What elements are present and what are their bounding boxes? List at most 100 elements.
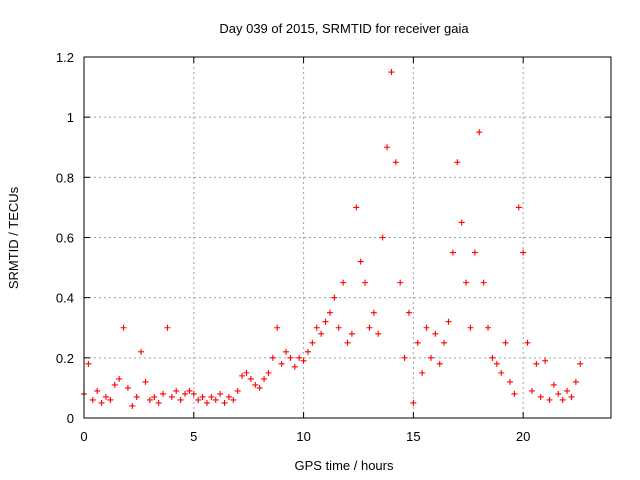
y-tick-label: 0.6 xyxy=(56,231,74,246)
data-point-marker xyxy=(454,159,461,166)
data-point-marker xyxy=(217,390,224,397)
y-tick-label: 1 xyxy=(67,110,74,125)
y-axis-label: SRMTID / TECUs xyxy=(6,186,21,289)
data-point-marker xyxy=(348,330,355,337)
data-point-marker xyxy=(537,393,544,400)
data-point-marker xyxy=(546,396,553,403)
x-tick-label: 15 xyxy=(406,429,420,444)
data-point-marker xyxy=(177,396,184,403)
data-point-marker xyxy=(511,390,518,397)
data-point-marker xyxy=(138,348,145,355)
data-points xyxy=(81,69,584,409)
data-point-marker xyxy=(344,339,351,346)
data-point-marker xyxy=(155,399,162,406)
axis-ticks: 0 0.2 0.4 0.6 0.8 1 1.2 0 5 10 15 20 xyxy=(56,50,611,444)
data-point-marker xyxy=(366,324,373,331)
data-point-marker xyxy=(533,360,540,367)
data-point-marker xyxy=(146,396,153,403)
data-point-marker xyxy=(116,375,123,382)
data-point-marker xyxy=(212,396,219,403)
data-point-marker xyxy=(498,369,505,376)
data-point-marker xyxy=(261,375,268,382)
data-point-marker xyxy=(476,129,483,136)
data-point-marker xyxy=(124,384,131,391)
data-point-marker xyxy=(230,396,237,403)
data-point-marker xyxy=(274,324,281,331)
data-point-marker xyxy=(221,399,228,406)
data-point-marker xyxy=(186,387,193,394)
y-tick-label: 1.2 xyxy=(56,50,74,65)
data-point-marker xyxy=(485,324,492,331)
data-point-marker xyxy=(379,234,386,241)
data-point-marker xyxy=(102,393,109,400)
data-point-marker xyxy=(524,339,531,346)
x-tick-label: 10 xyxy=(296,429,310,444)
data-point-marker xyxy=(432,330,439,337)
data-point-marker xyxy=(190,390,197,397)
data-point-marker xyxy=(247,375,254,382)
data-point-marker xyxy=(313,324,320,331)
data-point-marker xyxy=(384,144,391,151)
data-point-marker xyxy=(160,390,167,397)
data-point-marker xyxy=(203,399,210,406)
x-tick-label: 5 xyxy=(190,429,197,444)
x-tick-label: 20 xyxy=(516,429,530,444)
data-point-marker xyxy=(322,318,329,325)
data-point-marker xyxy=(300,357,307,364)
data-point-marker xyxy=(555,390,562,397)
data-point-marker xyxy=(331,294,338,301)
data-point-marker xyxy=(357,258,364,265)
data-point-marker xyxy=(471,249,478,256)
chart-title: Day 039 of 2015, SRMTID for receiver gai… xyxy=(219,21,469,36)
data-point-marker xyxy=(362,279,369,286)
data-point-marker xyxy=(564,387,571,394)
data-point-marker xyxy=(195,396,202,403)
data-point-marker xyxy=(296,354,303,361)
data-point-marker xyxy=(370,309,377,316)
data-point-marker xyxy=(375,330,382,337)
data-point-marker xyxy=(173,387,180,394)
data-point-marker xyxy=(335,324,342,331)
data-point-marker xyxy=(85,360,92,367)
x-axis-label: GPS time / hours xyxy=(295,458,394,473)
data-point-marker xyxy=(388,69,395,76)
data-point-marker xyxy=(234,387,241,394)
data-point-marker xyxy=(239,372,246,379)
y-tick-label: 0 xyxy=(67,411,74,426)
data-point-marker xyxy=(283,348,290,355)
data-point-marker xyxy=(168,393,175,400)
y-tick-label: 0.4 xyxy=(56,291,74,306)
plot-frame xyxy=(83,56,612,419)
data-point-marker xyxy=(353,204,360,211)
y-tick-label: 0.8 xyxy=(56,170,74,185)
y-tick-label: 0.2 xyxy=(56,351,74,366)
data-point-marker xyxy=(458,219,465,226)
data-point-marker xyxy=(515,204,522,211)
data-point-marker xyxy=(182,390,189,397)
data-point-marker xyxy=(441,339,448,346)
data-point-marker xyxy=(225,393,232,400)
data-point-marker xyxy=(392,159,399,166)
data-point-marker xyxy=(252,381,259,388)
data-point-marker xyxy=(309,339,316,346)
data-point-marker xyxy=(397,279,404,286)
data-point-marker xyxy=(326,309,333,316)
data-point-marker xyxy=(142,378,149,385)
data-point-marker xyxy=(287,354,294,361)
data-point-marker xyxy=(559,396,566,403)
data-point-marker xyxy=(265,369,272,376)
data-point-marker xyxy=(340,279,347,286)
data-point-marker xyxy=(269,354,276,361)
data-point-marker xyxy=(89,396,96,403)
data-point-marker xyxy=(502,339,509,346)
data-point-marker xyxy=(107,396,114,403)
data-point-marker xyxy=(243,369,250,376)
data-point-marker xyxy=(480,279,487,286)
data-point-marker xyxy=(427,354,434,361)
data-point-marker xyxy=(568,393,575,400)
data-point-marker xyxy=(278,360,285,367)
data-point-marker xyxy=(489,354,496,361)
data-point-marker xyxy=(528,387,535,394)
data-point-marker xyxy=(410,399,417,406)
